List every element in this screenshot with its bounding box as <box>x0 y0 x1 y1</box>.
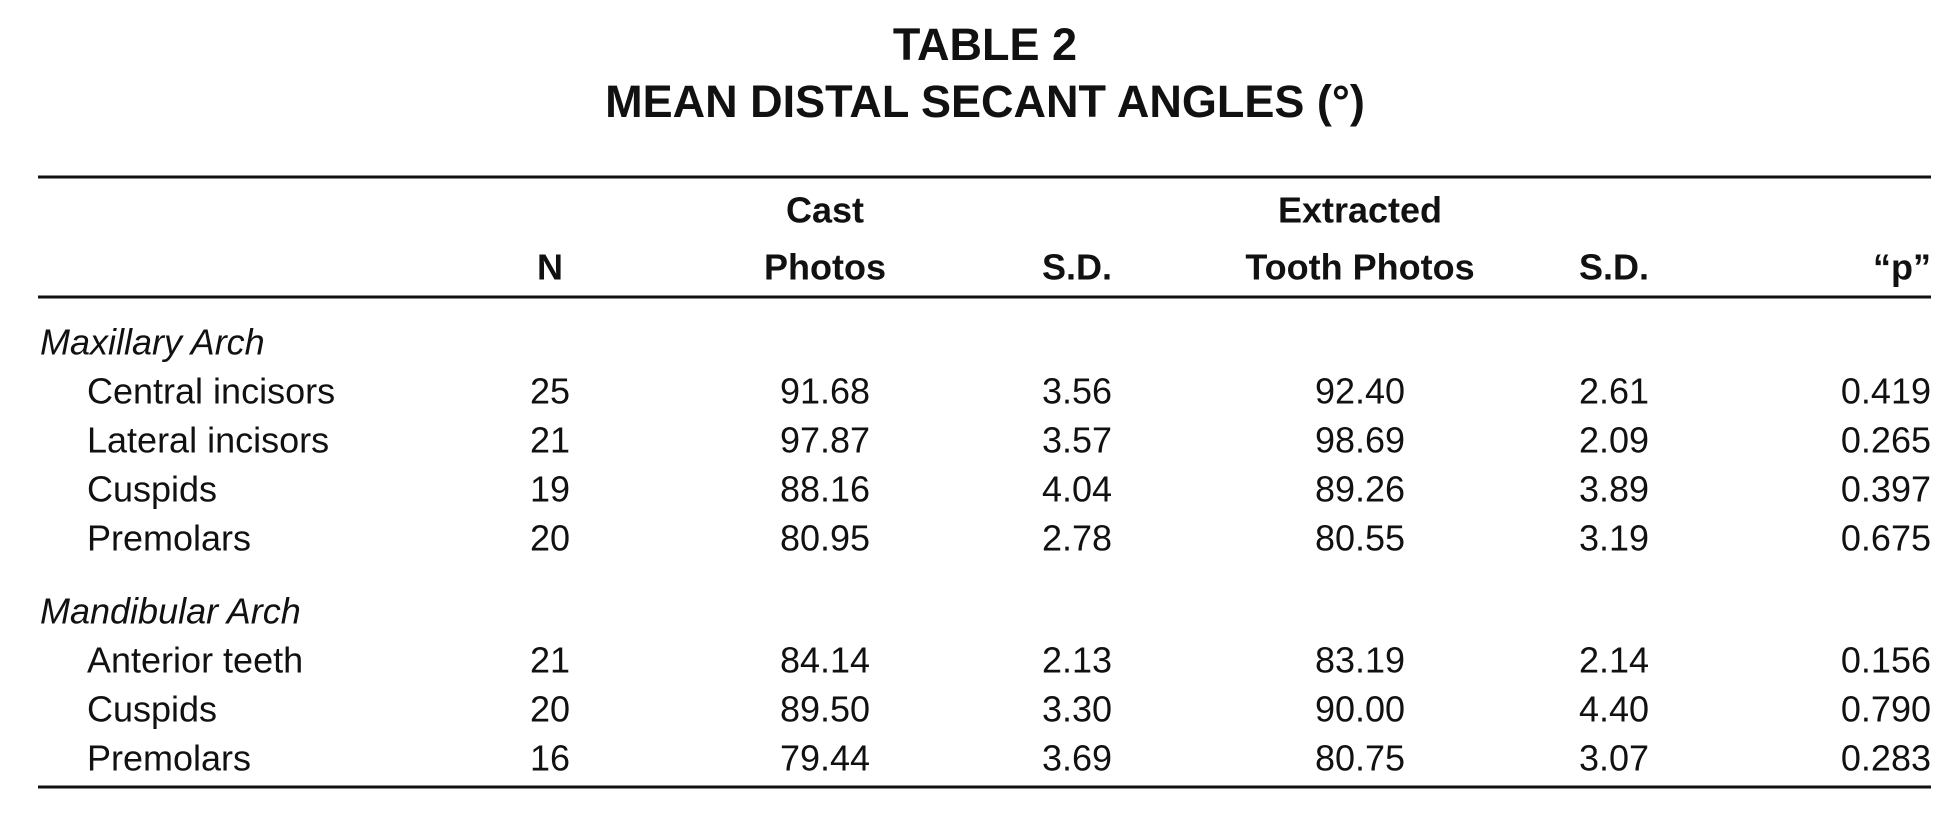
row-label: Lateral incisors <box>87 420 329 461</box>
cell: 80.75 <box>1315 738 1405 779</box>
cell: 90.00 <box>1315 689 1405 730</box>
column-header: Photos <box>764 247 886 288</box>
cell: 19 <box>530 469 570 510</box>
cell: 3.57 <box>1042 420 1112 461</box>
cell: 21 <box>530 640 570 681</box>
cell: 3.89 <box>1579 469 1649 510</box>
row-label: Premolars <box>87 518 251 559</box>
cell: 98.69 <box>1315 420 1405 461</box>
cell: 16 <box>530 738 570 779</box>
cell: 97.87 <box>780 420 870 461</box>
cell: 89.26 <box>1315 469 1405 510</box>
cell: 3.19 <box>1579 518 1649 559</box>
cell: 92.40 <box>1315 371 1405 412</box>
cell: 0.675 <box>1841 518 1931 559</box>
cell: 21 <box>530 420 570 461</box>
column-header: N <box>537 247 563 288</box>
cell: 0.790 <box>1841 689 1931 730</box>
cell: 3.30 <box>1042 689 1112 730</box>
group-label: Maxillary Arch <box>40 322 265 363</box>
row-label: Central incisors <box>87 371 335 412</box>
subtitle: MEAN DISTAL SECANT ANGLES (°) <box>605 76 1365 127</box>
cell: 79.44 <box>780 738 870 779</box>
cell: 0.283 <box>1841 738 1931 779</box>
cell: 2.61 <box>1579 371 1649 412</box>
column-header-top: Extracted <box>1278 190 1442 231</box>
row-label: Premolars <box>87 738 251 779</box>
group-label: Mandibular Arch <box>40 591 301 632</box>
cell: 20 <box>530 518 570 559</box>
cell: 20 <box>530 689 570 730</box>
column-header: S.D. <box>1579 247 1649 288</box>
column-header: S.D. <box>1042 247 1112 288</box>
cell: 84.14 <box>780 640 870 681</box>
cell: 83.19 <box>1315 640 1405 681</box>
title: TABLE 2 <box>893 19 1077 70</box>
cell: 2.78 <box>1042 518 1112 559</box>
cell: 0.265 <box>1841 420 1931 461</box>
cell: 0.419 <box>1841 371 1931 412</box>
cell: 88.16 <box>780 469 870 510</box>
column-header-top: Cast <box>786 190 864 231</box>
cell: 91.68 <box>780 371 870 412</box>
row-label: Cuspids <box>87 469 217 510</box>
cell: 4.04 <box>1042 469 1112 510</box>
cell: 2.14 <box>1579 640 1649 681</box>
cell: 0.397 <box>1841 469 1931 510</box>
cell: 0.156 <box>1841 640 1931 681</box>
cell: 80.95 <box>780 518 870 559</box>
cell: 2.09 <box>1579 420 1649 461</box>
cell: 4.40 <box>1579 689 1649 730</box>
cell: 25 <box>530 371 570 412</box>
cell: 89.50 <box>780 689 870 730</box>
cell: 3.69 <box>1042 738 1112 779</box>
row-label: Anterior teeth <box>87 640 303 681</box>
column-header: “p” <box>1873 247 1931 288</box>
cell: 3.56 <box>1042 371 1112 412</box>
cell: 2.13 <box>1042 640 1112 681</box>
column-header: Tooth Photos <box>1245 247 1474 288</box>
cell: 3.07 <box>1579 738 1649 779</box>
row-label: Cuspids <box>87 689 217 730</box>
cell: 80.55 <box>1315 518 1405 559</box>
